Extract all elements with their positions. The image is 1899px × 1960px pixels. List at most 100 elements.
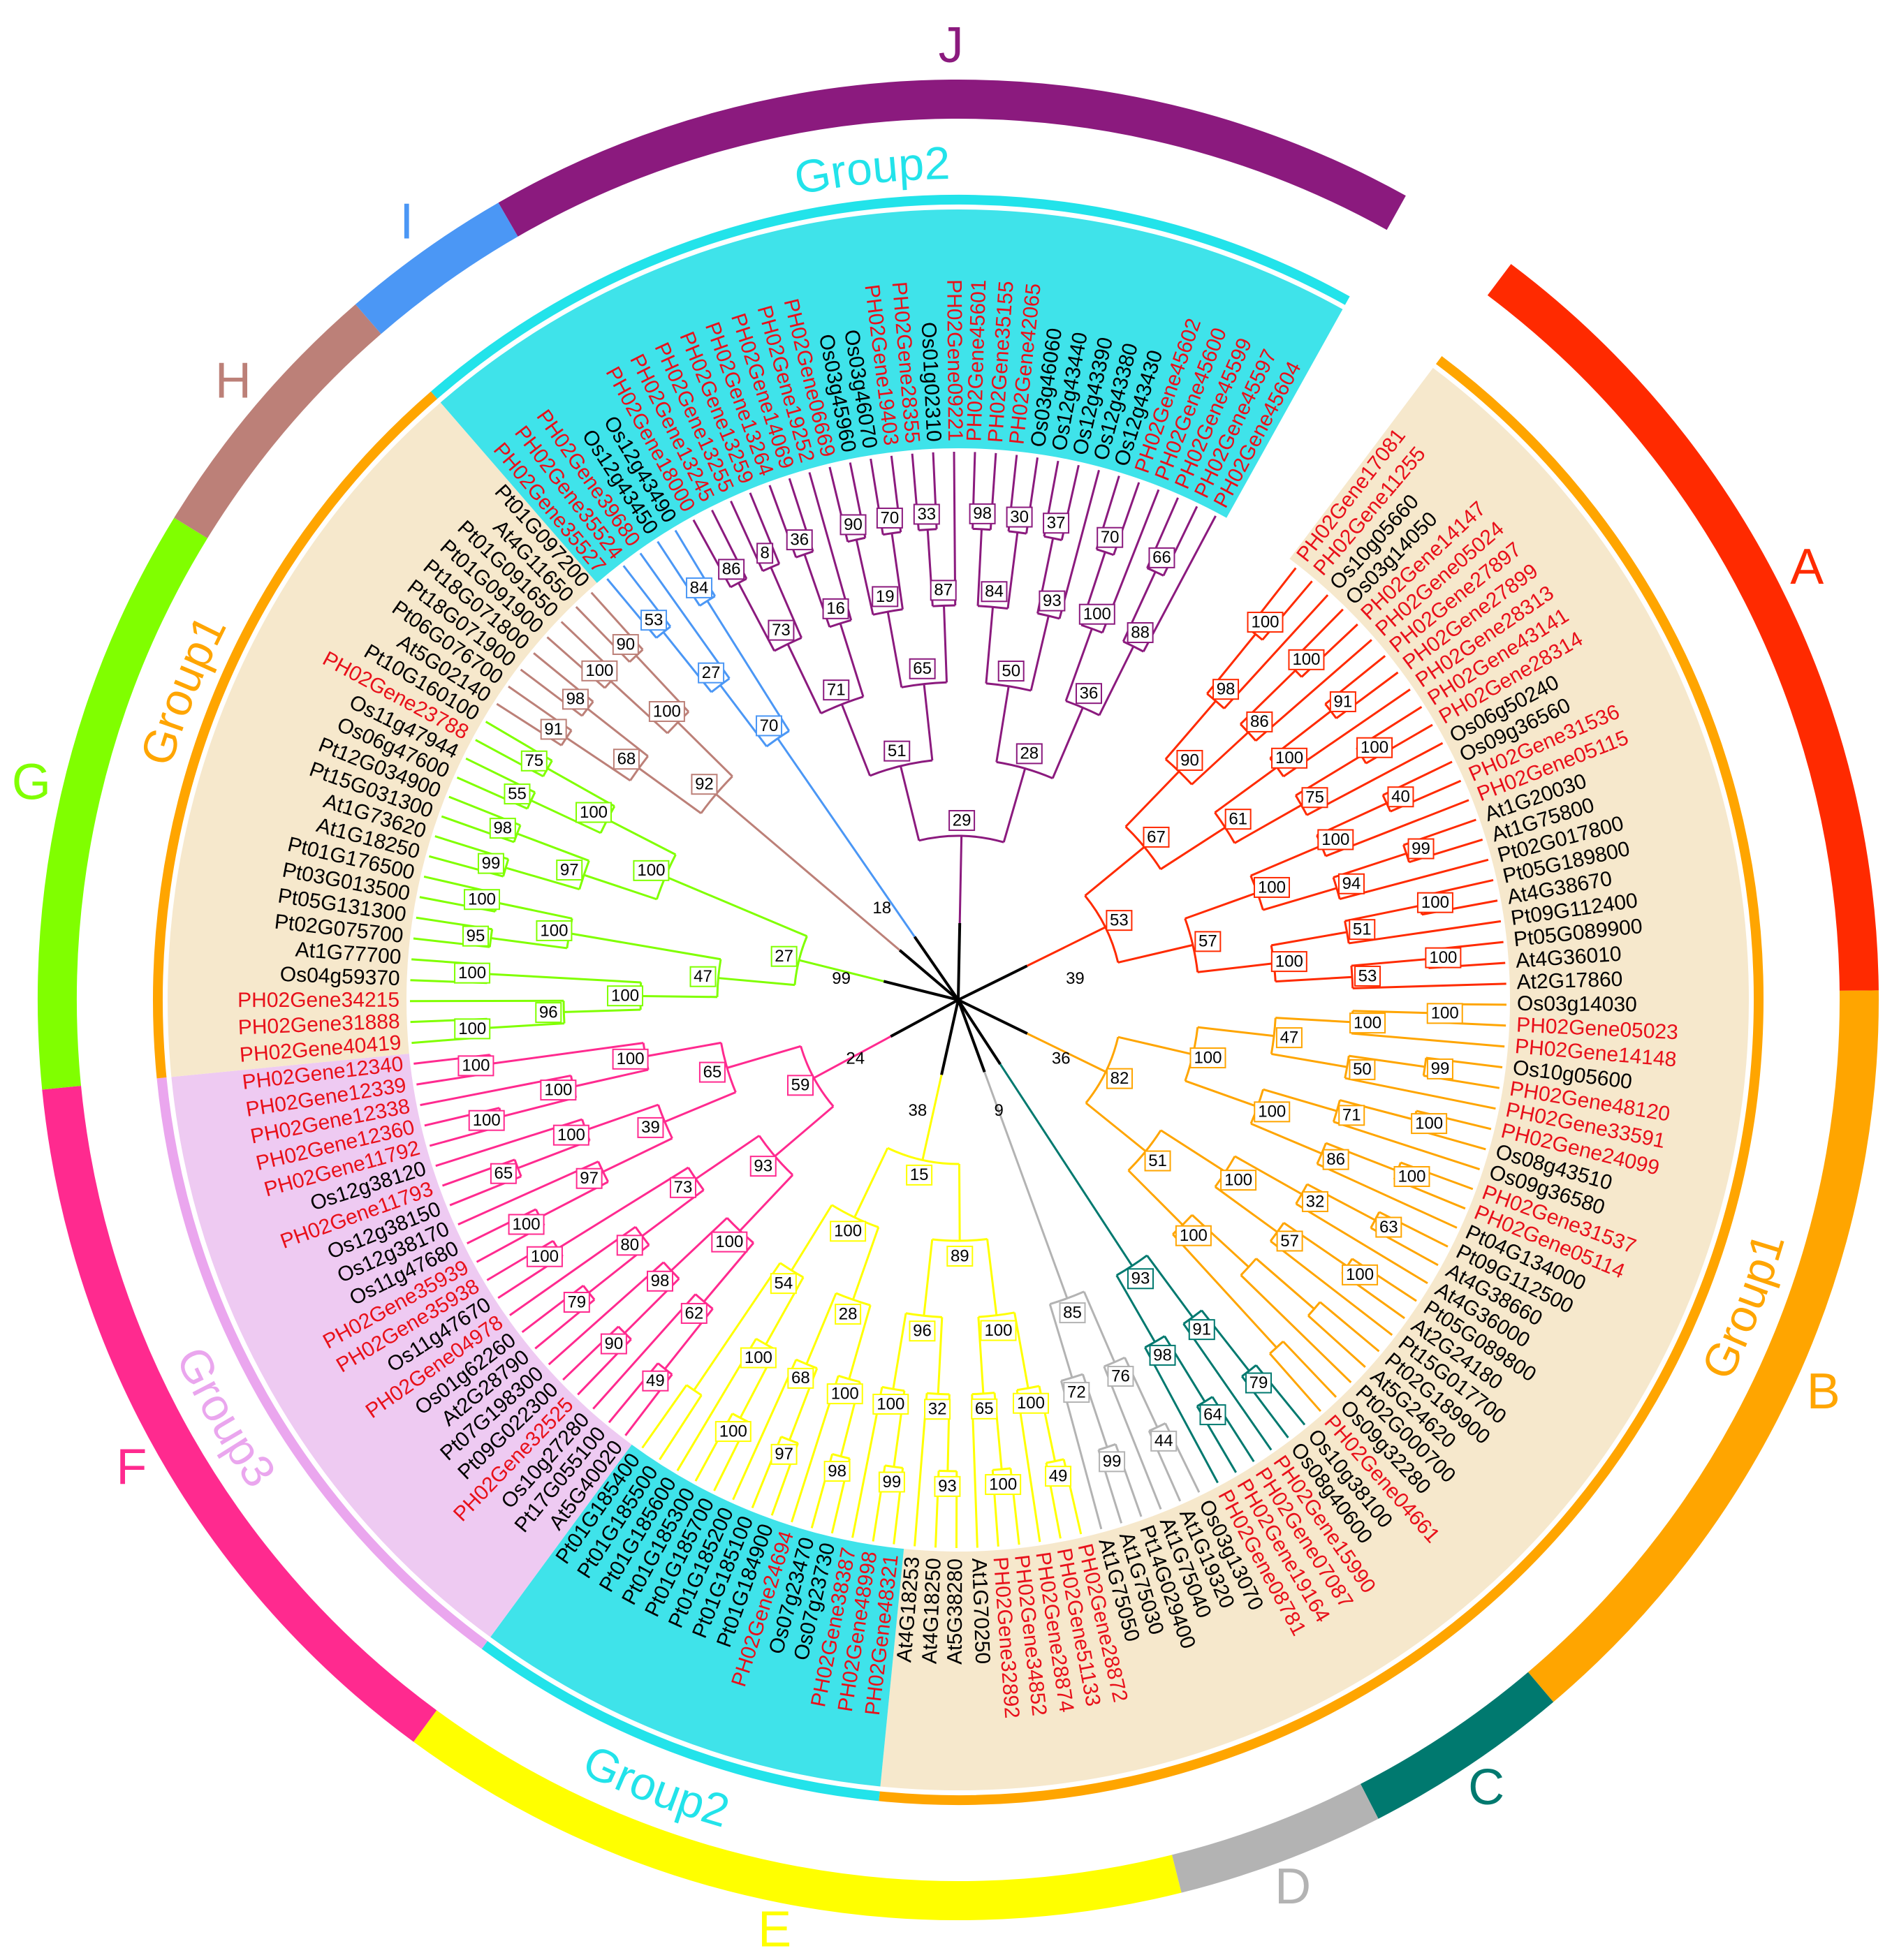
bootstrap-box: [462, 925, 490, 947]
bootstrap-value: 70: [760, 716, 779, 735]
branch: [606, 818, 677, 856]
bootstrap-box: [1176, 749, 1203, 771]
bootstrap-box: [1189, 1047, 1226, 1069]
bootstrap-value: 100: [637, 861, 665, 880]
bootstrap-box: [1338, 1105, 1365, 1126]
bootstrap-box: [1059, 1302, 1086, 1324]
clade-letter: C: [1468, 1760, 1504, 1815]
branch: [1325, 1142, 1398, 1172]
branch: [1250, 844, 1322, 877]
bootstrap-box: [1301, 787, 1328, 809]
bootstrap-box: [1375, 1216, 1402, 1238]
branch: [886, 611, 903, 688]
bootstrap-box: [1224, 809, 1252, 830]
branch: [664, 1091, 736, 1123]
group-label-text: Group2: [791, 137, 951, 204]
branch-arc: [835, 1292, 871, 1306]
branch: [487, 1022, 565, 1029]
bootstrap-value: 99: [1431, 1059, 1450, 1078]
branch: [1029, 615, 1050, 691]
bootstrap-value: 30: [1010, 508, 1029, 526]
bootstrap-value: 100: [513, 1215, 541, 1234]
branch-arc: [972, 1392, 995, 1396]
branch: [808, 472, 853, 621]
branch: [1234, 1155, 1303, 1195]
bootstrap-box: [468, 1110, 505, 1131]
branch: [791, 1204, 833, 1272]
branch: [1013, 1312, 1029, 1389]
bootstrap-box: [698, 1061, 726, 1083]
bootstrap-value: 100: [585, 661, 613, 680]
bootstrap-value: 99: [1103, 1452, 1122, 1471]
bootstrap-box: [1356, 737, 1393, 758]
branch: [1159, 826, 1226, 871]
bootstrap-value: 100: [473, 1111, 501, 1130]
bootstrap-value: 93: [938, 1477, 957, 1496]
branch-arc: [597, 1160, 610, 1183]
clade-ring: [413, 1710, 1182, 1920]
clade-ring: [174, 304, 381, 538]
branch: [587, 707, 649, 758]
leaf-label: PH02Gene45601: [962, 279, 990, 442]
branch-arc: [831, 1204, 879, 1228]
bootstrap-value: 98: [1153, 1346, 1172, 1364]
branch: [1115, 1274, 1156, 1343]
bootstrap-value: 100: [458, 1019, 486, 1038]
branch-arc: [1046, 1458, 1064, 1464]
bootstrap-box: [1288, 649, 1325, 670]
branch: [1146, 1255, 1194, 1318]
bootstrap-value: 53: [645, 611, 663, 630]
branch: [1085, 1102, 1147, 1152]
branch: [1016, 1390, 1041, 1542]
bootstrap-value: 100: [544, 1080, 572, 1099]
bootstrap-value: 65: [975, 1399, 994, 1418]
bootstrap-box: [1407, 838, 1435, 860]
clade-letter: B: [1807, 1364, 1840, 1420]
branch: [1262, 887, 1337, 911]
branch: [1306, 1183, 1376, 1221]
branch: [840, 704, 871, 776]
branch-arc: [793, 936, 808, 985]
bootstrap-value: 90: [844, 515, 863, 534]
bootstrap-box: [1097, 526, 1124, 548]
bootstrap-value: 51: [1148, 1151, 1167, 1170]
group-ring: [481, 1641, 880, 1801]
branch: [718, 977, 795, 987]
bootstrap-box: [971, 1398, 998, 1420]
bootstrap-box: [913, 503, 940, 525]
group-shading: [167, 209, 1750, 1791]
bootstrap-box: [1253, 876, 1290, 898]
bootstrap-box: [1043, 513, 1070, 534]
branch-arc: [1164, 758, 1193, 786]
backbone-bootstrap: 24: [846, 1049, 865, 1068]
branch: [1058, 469, 1100, 619]
bootstrap-value: 100: [1258, 878, 1286, 897]
bootstrap-value: 16: [826, 599, 845, 618]
bootstrap-box: [1075, 683, 1102, 705]
branch: [1306, 742, 1444, 816]
branch: [665, 875, 808, 938]
clade-ring: [498, 80, 1406, 237]
clade-ring: [1171, 1783, 1379, 1893]
bootstrap-value: 84: [690, 578, 709, 597]
bootstrap-box: [787, 1367, 814, 1389]
branch-arc: [918, 528, 937, 531]
branch: [1083, 1291, 1116, 1363]
bootstrap-value: 91: [1334, 692, 1353, 711]
branch-arc: [1381, 795, 1392, 812]
backbone-bootstrap: 36: [1052, 1049, 1071, 1068]
bootstrap-value: 36: [790, 530, 809, 549]
bootstrap-box: [1149, 1344, 1176, 1366]
bootstrap-box: [536, 920, 573, 941]
bootstrap-box: [718, 559, 745, 580]
branch: [1124, 770, 1180, 827]
bootstrap-box: [1106, 1068, 1133, 1089]
bootstrap-value: 57: [1198, 932, 1217, 951]
branch: [1263, 1088, 1337, 1112]
bootstrap-value: 100: [617, 1049, 645, 1068]
bootstrap-box: [1012, 1392, 1049, 1414]
branches: [409, 452, 1506, 1549]
backbone-bootstrap: 18: [872, 899, 891, 918]
bootstrap-box: [454, 1018, 491, 1040]
branch: [706, 600, 791, 732]
